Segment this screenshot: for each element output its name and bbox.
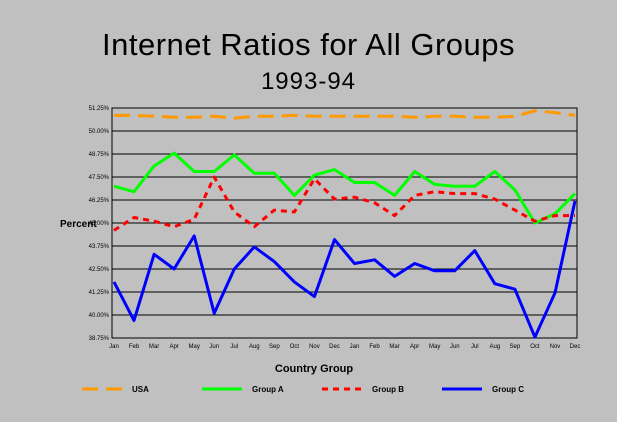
x-tick-label: Jul: [230, 344, 238, 350]
x-tick-label: Jan: [350, 344, 360, 350]
y-tick-labels: 38.75% 40.00% 41.25% 42.50% 43.75% 45.00% 46.2…: [89, 106, 110, 342]
y-tick-label: 41.25%: [89, 290, 110, 296]
x-tick-label: Aug: [489, 344, 500, 350]
x-tick-label: Dec: [570, 344, 581, 350]
legend-label: Group A: [252, 385, 284, 394]
x-axis-label: Country Group: [275, 363, 353, 375]
legend-label: USA: [132, 385, 149, 394]
y-tick-label: 46.25%: [89, 198, 110, 204]
legend: USA Group A Group B Group C: [82, 385, 524, 394]
x-tick-label: Mar: [389, 344, 399, 350]
x-tick-label: Jun: [209, 344, 219, 350]
x-tick-labels: Jan Feb Mar Apr May Jun Jul Aug Sep Oct Nov Dec Jan F…: [109, 344, 580, 350]
x-tick-label: Jul: [471, 344, 479, 350]
x-tick-label: Oct: [290, 344, 300, 350]
x-tick-label: Mar: [149, 344, 159, 350]
y-tick-label: 48.75%: [89, 152, 110, 158]
y-tick-label: 50.00%: [89, 129, 110, 135]
x-tick-label: Jan: [109, 344, 119, 350]
y-tick-label: 42.50%: [89, 267, 110, 273]
x-tick-label: Sep: [510, 344, 521, 350]
legend-label: Group C: [492, 385, 524, 394]
y-tick-label: 47.50%: [89, 175, 110, 181]
x-tick-label: Aug: [249, 344, 260, 350]
x-tick-label: Apr: [410, 344, 419, 350]
chart-title: Internet Ratios for All Groups: [101, 27, 516, 62]
series-lines: [112, 109, 577, 339]
x-tick-label: Oct: [530, 344, 540, 350]
series-line-usa: [114, 109, 576, 120]
y-tick-label: 38.75%: [89, 336, 110, 342]
x-tick-label: Nov: [550, 344, 561, 350]
y-tick-label: 51.25%: [89, 106, 110, 112]
x-tick-label: Dec: [329, 344, 340, 350]
x-tick-label: Apr: [169, 344, 178, 350]
series-line-group-a: [113, 151, 577, 225]
legend-label: Group B: [372, 385, 404, 394]
chart-subtitle: 1993-94: [260, 68, 357, 95]
y-tick-label: 43.75%: [89, 244, 110, 250]
y-tick-label: 45.00%: [89, 221, 110, 227]
x-tick-label: Jun: [450, 344, 460, 350]
y-tick-label: 40.00%: [89, 313, 110, 319]
x-tick-label: May: [429, 344, 440, 350]
x-tick-label: May: [189, 344, 200, 350]
x-tick-label: Feb: [129, 344, 140, 350]
series-line-group-b: [113, 175, 575, 232]
x-tick-label: Sep: [269, 344, 280, 350]
y-axis-label: Percent: [60, 219, 97, 230]
x-tick-label: Nov: [309, 344, 320, 350]
series-line-group-c: [112, 200, 577, 339]
x-tick-label: Feb: [369, 344, 380, 350]
